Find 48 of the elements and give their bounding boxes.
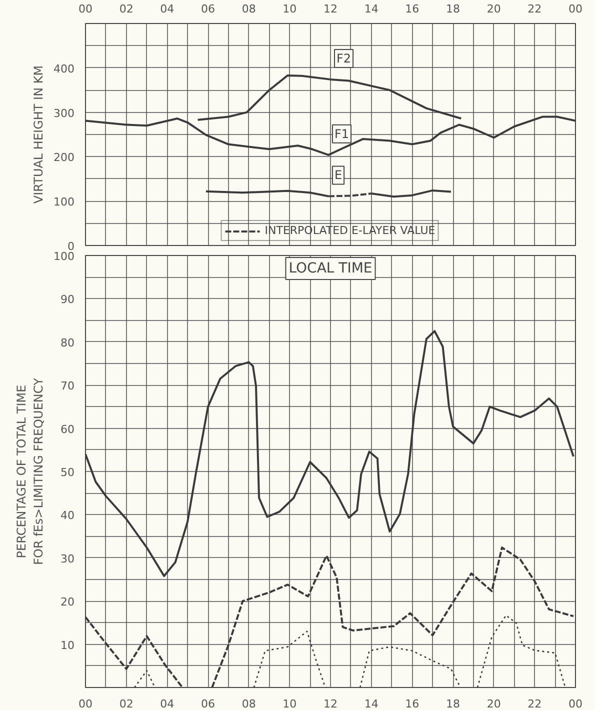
- y-tick-label: 70: [60, 380, 75, 393]
- y-tick-label: 400: [54, 62, 75, 76]
- x-tick-label: 20: [486, 698, 501, 710]
- x-tick-label: 12: [324, 2, 338, 16]
- y-tick-label: 80: [60, 336, 75, 350]
- x-tick-label: 08: [242, 698, 256, 710]
- x-tick-label: 16: [405, 698, 420, 710]
- series-label: F2: [336, 51, 352, 66]
- x-tick-label: 00: [78, 698, 92, 710]
- y-axis-title: VIRTUAL HEIGHT IN KM: [32, 65, 46, 204]
- x-tick-label: 18: [446, 698, 460, 710]
- x-tick-label: 00: [568, 698, 582, 710]
- x-tick-label: 10: [282, 2, 297, 16]
- y-axis-title: PERCENTAGE OF TOTAL TIME FOR fEs>LIMITING FREQUENCY: [14, 377, 46, 565]
- x-tick-label: 00: [78, 2, 92, 16]
- x-tick-label: 04: [160, 698, 174, 710]
- x-tick-label: 20: [486, 2, 501, 16]
- x-tick-label: 06: [201, 698, 215, 710]
- x-tick-label: 02: [119, 698, 134, 710]
- y-tick-label: 30: [60, 552, 75, 566]
- y-tick-label: 0: [68, 240, 74, 253]
- x-tick-label: 00: [568, 2, 582, 16]
- x-tick-label: 02: [119, 2, 134, 16]
- y-tick-label: 60: [60, 422, 75, 436]
- annotation: LOCAL TIME: [288, 260, 372, 276]
- x-tick-label: 12: [324, 698, 338, 710]
- line-series: [196, 74, 462, 121]
- x-tick-label: 22: [528, 2, 542, 16]
- y-tick-label: 200: [54, 151, 75, 164]
- y-tick-label: 20: [60, 596, 75, 609]
- y-tick-label: 50: [60, 466, 75, 479]
- x-tick-label: 06: [201, 2, 215, 16]
- x-tick-label: 22: [528, 698, 542, 710]
- x-tick-label: 08: [242, 2, 256, 16]
- x-tick-label: 14: [364, 698, 378, 710]
- series-label: F1: [334, 126, 350, 141]
- y-tick-label: 100: [54, 196, 75, 209]
- x-tick-label: 18: [446, 2, 460, 16]
- x-tick-label: 10: [282, 698, 297, 710]
- x-tick-label: 16: [405, 2, 420, 16]
- x-tick-label: 14: [364, 2, 378, 16]
- y-tick-label: 40: [60, 509, 75, 522]
- y-tick-label: 300: [54, 106, 75, 120]
- y-tick-label: 10: [60, 638, 75, 652]
- series-label: E: [334, 168, 342, 182]
- x-tick-label: 04: [160, 2, 174, 16]
- y-tick-label: 90: [60, 293, 75, 306]
- y-tick-label: 100: [54, 250, 75, 263]
